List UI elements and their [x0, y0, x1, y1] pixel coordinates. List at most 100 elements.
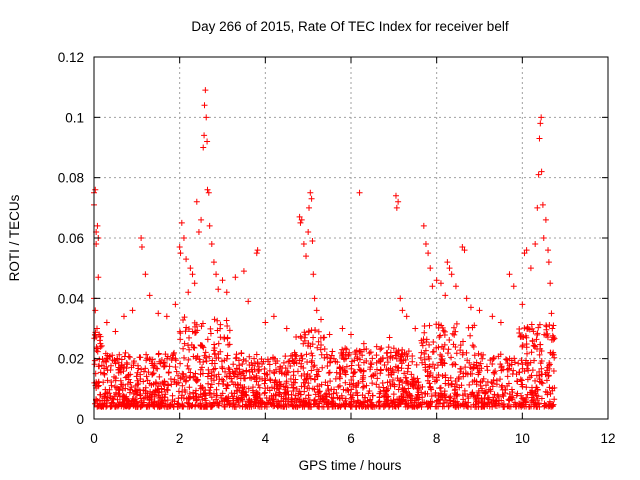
data-point [430, 348, 437, 355]
chart-title: Day 266 of 2015, Rate Of TEC Index for r… [191, 19, 508, 34]
data-point [241, 383, 248, 390]
data-point [307, 189, 314, 196]
data-point [394, 375, 401, 382]
data-point [548, 310, 555, 317]
data-point [510, 283, 517, 290]
data-point [447, 397, 454, 404]
data-point [459, 244, 466, 251]
data-point [399, 307, 406, 314]
data-point [96, 363, 103, 370]
data-point [175, 395, 182, 402]
data-point [355, 380, 362, 387]
data-point [490, 369, 497, 376]
data-point [251, 366, 258, 373]
data-point [418, 349, 425, 356]
data-point [311, 397, 318, 404]
data-point [405, 402, 412, 409]
data-point [222, 368, 229, 375]
data-point [397, 357, 404, 364]
data-point [534, 386, 541, 393]
data-point [490, 376, 497, 383]
data-point [342, 379, 349, 386]
data-point [398, 393, 405, 400]
data-point [537, 341, 544, 348]
data-point [444, 350, 451, 357]
data-point [445, 377, 452, 384]
data-point [156, 395, 163, 402]
data-point [412, 325, 419, 332]
data-point [305, 392, 312, 399]
data-point [140, 399, 147, 406]
data-point [459, 349, 466, 356]
data-point [285, 358, 292, 365]
data-point [491, 355, 498, 362]
data-point [92, 329, 99, 336]
data-point [104, 367, 111, 374]
data-point [359, 376, 366, 383]
data-point [451, 395, 458, 402]
data-point [177, 360, 184, 367]
data-point [514, 390, 521, 397]
data-point [397, 295, 404, 302]
data-point [281, 389, 288, 396]
data-point [357, 400, 364, 407]
data-point [211, 400, 218, 407]
data-point [163, 313, 170, 320]
data-point [271, 385, 278, 392]
data-point [142, 271, 149, 278]
data-point [376, 384, 383, 391]
data-point [342, 369, 349, 376]
data-point [316, 400, 323, 407]
data-point [126, 354, 133, 361]
data-point [291, 349, 298, 356]
data-point [549, 325, 556, 332]
data-point [411, 403, 418, 410]
data-point [164, 381, 171, 388]
data-point [538, 395, 545, 402]
data-point [143, 373, 150, 380]
data-point [303, 351, 310, 358]
data-point [279, 365, 286, 372]
y-tick-label: 0.04 [58, 291, 85, 306]
data-point [497, 319, 504, 326]
data-point [436, 385, 443, 392]
data-point [299, 355, 306, 362]
data-point [304, 385, 311, 392]
data-point [224, 382, 231, 389]
data-point [206, 387, 213, 394]
data-point [245, 385, 252, 392]
data-point [451, 390, 458, 397]
data-point [308, 195, 315, 202]
data-point [433, 277, 440, 284]
data-point [422, 347, 429, 354]
data-point [201, 352, 208, 359]
data-point [328, 352, 335, 359]
data-point [180, 235, 187, 241]
data-point [208, 241, 215, 248]
data-point [332, 358, 339, 365]
data-point [536, 372, 543, 379]
data-point [372, 371, 379, 378]
data-point [189, 328, 196, 335]
data-point [394, 349, 401, 356]
data-point [464, 357, 471, 364]
data-point [452, 399, 459, 406]
data-point [129, 307, 136, 314]
data-point [424, 377, 431, 384]
data-point [393, 204, 400, 211]
data-point [524, 325, 531, 332]
data-point [161, 378, 168, 385]
data-point [186, 374, 193, 381]
data-point [425, 250, 432, 257]
data-point [342, 345, 349, 352]
data-point [236, 366, 243, 373]
data-point [532, 343, 539, 350]
data-point [310, 271, 317, 278]
data-point [423, 338, 430, 345]
data-point [531, 342, 538, 349]
data-point [518, 392, 525, 399]
data-point [116, 366, 123, 373]
data-point [444, 259, 451, 266]
data-point [486, 403, 493, 410]
data-point [104, 352, 111, 359]
